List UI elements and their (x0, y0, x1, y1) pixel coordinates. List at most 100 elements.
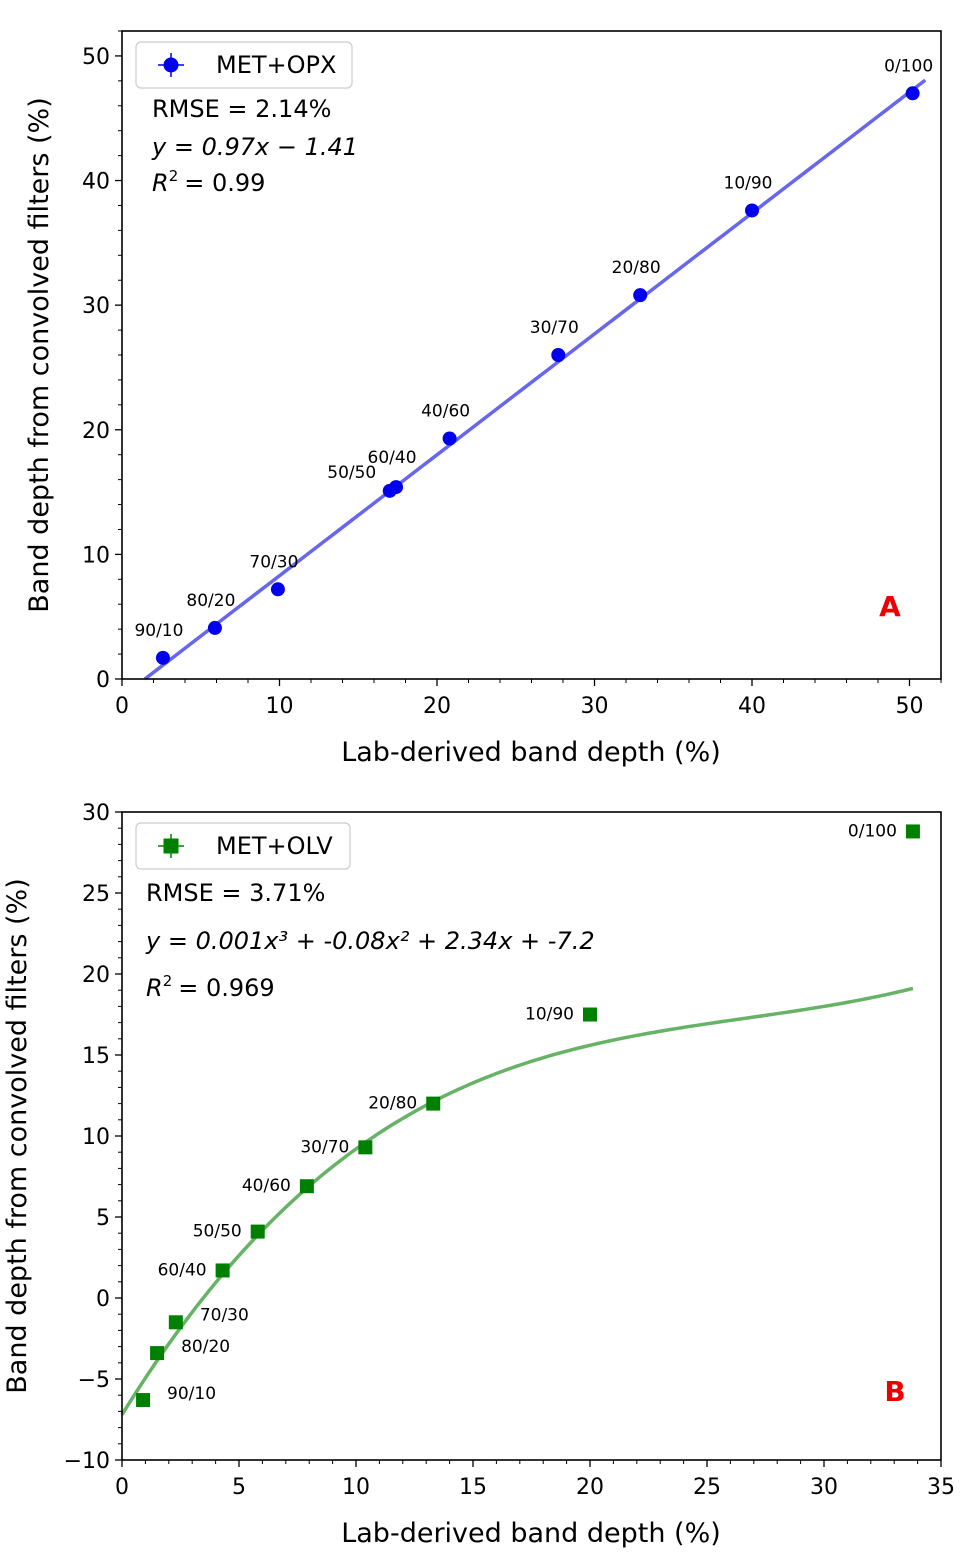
y-tick-label: 25 (82, 882, 110, 907)
panel-a-r2: R2 = 0.99 (152, 167, 265, 197)
data-point (389, 480, 404, 495)
panel-b-rmse: RMSE = 3.71% (146, 879, 325, 907)
point-label: 70/30 (200, 1305, 249, 1325)
panel-b-y-axis-label: Band depth from convolved filters (%) (2, 878, 33, 1393)
y-tick-label: −10 (64, 1449, 110, 1474)
data-point (905, 86, 920, 101)
point-label: 50/50 (193, 1222, 242, 1242)
x-tick-label: 20 (423, 694, 451, 719)
y-tick-label: 15 (82, 1044, 110, 1069)
panel-a-r2-value: = 0.99 (184, 169, 265, 197)
data-point (207, 620, 222, 635)
point-label: 60/40 (158, 1260, 207, 1280)
point-label: 30/70 (530, 318, 579, 338)
panel-a-equation: y = 0.97x − 1.41 (151, 133, 358, 161)
point-label: 40/60 (421, 401, 470, 421)
data-point (551, 348, 566, 362)
x-tick-label: 10 (342, 1475, 370, 1500)
y-tick-label: −5 (78, 1368, 110, 1393)
point-label: 10/90 (724, 173, 773, 193)
x-tick-label: 15 (459, 1475, 487, 1500)
x-tick-label: 20 (576, 1475, 604, 1500)
panel-b-r2: R2 = 0.969 (146, 972, 275, 1002)
x-tick-label: 0 (115, 1475, 129, 1500)
point-label: 80/20 (181, 1337, 230, 1357)
panel-b-x-ticks: 0 5 10 15 20 25 30 35 (115, 1460, 955, 1500)
point-label: 10/90 (525, 1005, 574, 1025)
panel-b-legend-marker (158, 834, 184, 858)
y-tick-label: 0 (96, 668, 110, 693)
x-tick-label: 25 (693, 1475, 721, 1500)
point-label: 80/20 (186, 591, 235, 611)
panel-b-letter: B (884, 1375, 905, 1408)
panel-b-fit (120, 986, 914, 1416)
panel-b: 0 5 10 15 20 25 30 35 −10 −5 0 5 10 15 20 25 30 90/10 80… (2, 801, 955, 1549)
point-label: 50/50 (327, 463, 376, 483)
fit-line (143, 78, 927, 681)
y-tick-label: 40 (82, 170, 110, 195)
x-tick-label: 50 (896, 694, 924, 719)
x-tick-label: 30 (810, 1475, 838, 1500)
data-point (905, 824, 920, 839)
panel-a-rmse: RMSE = 2.14% (152, 95, 331, 123)
panel-a-y-axis-label: Band depth from convolved filters (%) (24, 97, 55, 612)
data-point (633, 288, 648, 303)
y-tick-label: 10 (82, 1125, 110, 1150)
panel-a-legend-box (135, 41, 353, 89)
data-point (442, 431, 457, 446)
data-point (250, 1224, 265, 1239)
panel-a-x-axis-label: Lab-derived band depth (%) (341, 737, 721, 768)
x-tick-label: 30 (581, 694, 609, 719)
data-point (358, 1140, 373, 1155)
data-point (270, 582, 285, 597)
x-tick-label: 35 (927, 1475, 955, 1500)
x-tick-label: 40 (738, 694, 766, 719)
point-label: 20/80 (612, 258, 661, 278)
panel-a-legend: MET+OPX (135, 41, 353, 89)
y-tick-label: 20 (82, 419, 110, 444)
panel-b-equation: y = 0.001x³ + -0.08x² + 2.34x + -7.2 (145, 927, 595, 955)
y-tick-label: 30 (82, 801, 110, 826)
x-tick-label: 5 (232, 1475, 246, 1500)
x-tick-label: 10 (266, 694, 294, 719)
panel-a-plot-frame (121, 30, 942, 680)
point-label: 20/80 (368, 1094, 417, 1114)
point-label: 0/100 (848, 821, 897, 841)
data-point (583, 1007, 597, 1022)
panel-a-legend-label: MET+OPX (216, 51, 336, 79)
x-tick-label: 0 (115, 694, 129, 719)
fit-line (120, 986, 914, 1416)
y-tick-label: 5 (96, 1206, 110, 1231)
panel-b-legend-box (135, 822, 351, 870)
point-label: 90/10 (134, 621, 183, 641)
panel-b-x-axis-label: Lab-derived band depth (%) (341, 1518, 721, 1549)
data-point (426, 1096, 441, 1111)
data-point (168, 1315, 183, 1330)
data-point (136, 1393, 151, 1408)
panel-b-points: 90/10 80/20 70/30 60/40 50/50 40/60 30/70 20/80… (136, 821, 920, 1408)
panel-b-y-ticks: −10 −5 0 5 10 15 20 25 30 (64, 801, 122, 1474)
point-label: 90/10 (167, 1384, 216, 1404)
panel-a-fit (143, 78, 927, 681)
panel-b-legend-label: MET+OLV (216, 832, 333, 860)
data-point (215, 1263, 230, 1278)
point-label: 30/70 (300, 1137, 349, 1157)
data-point (745, 203, 759, 218)
data-point (299, 1179, 314, 1194)
panel-b-legend: MET+OLV (135, 822, 351, 870)
y-tick-label: 30 (82, 294, 110, 319)
y-tick-label: 50 (82, 45, 110, 70)
panel-a-letter: A (879, 590, 901, 623)
point-label: 0/100 (884, 56, 933, 76)
panel-a-x-ticks: 0 10 20 30 40 50 (115, 679, 942, 719)
point-label: 60/40 (368, 448, 417, 468)
data-point (150, 1346, 165, 1361)
panel-a-y-ticks: 0 10 20 30 40 50 (82, 30, 122, 693)
panel-b-r2-value: = 0.969 (178, 974, 274, 1002)
panel-a-legend-marker (158, 53, 184, 77)
y-tick-label: 10 (82, 543, 110, 568)
